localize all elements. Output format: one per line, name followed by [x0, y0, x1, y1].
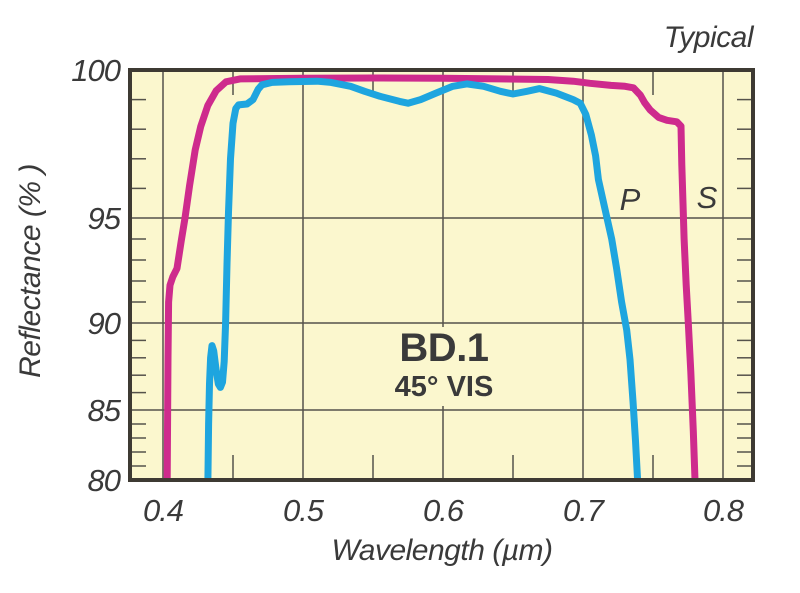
- chart-title: BD.1: [399, 326, 488, 370]
- title-backdrop: [381, 327, 507, 406]
- series-curves: [163, 74, 699, 481]
- grid-lines: [130, 70, 753, 480]
- x-tick-label: 0.7: [563, 493, 606, 528]
- y-tick-label: 90: [88, 306, 121, 341]
- y-tick-label: 100: [71, 53, 120, 88]
- y-axis-title: Reflectance (% ): [14, 164, 47, 378]
- series-label-p: P: [620, 182, 641, 217]
- x-tick-label: 0.4: [143, 493, 184, 528]
- x-tick-label: 0.6: [423, 493, 465, 528]
- tick-labels: 0.4 0.5 0.6 0.7 0.8 80 85 90 95 100: [71, 53, 746, 528]
- x-axis-title: Wavelength (µm): [332, 534, 553, 567]
- series-label-s: S: [697, 180, 718, 215]
- corner-note: Typical: [664, 21, 755, 54]
- chart-subtitle: 45° VIS: [395, 371, 494, 403]
- plot-border: [128, 68, 755, 482]
- s-polarization-curve: [163, 74, 699, 481]
- y-tick-label: 85: [88, 393, 122, 428]
- y-tick-label: 95: [88, 201, 122, 236]
- x-tick-label: 0.5: [283, 493, 325, 528]
- y-tick-label: 80: [88, 463, 121, 498]
- x-tick-label: 0.8: [703, 493, 745, 528]
- p-polarization-curve: [204, 77, 642, 481]
